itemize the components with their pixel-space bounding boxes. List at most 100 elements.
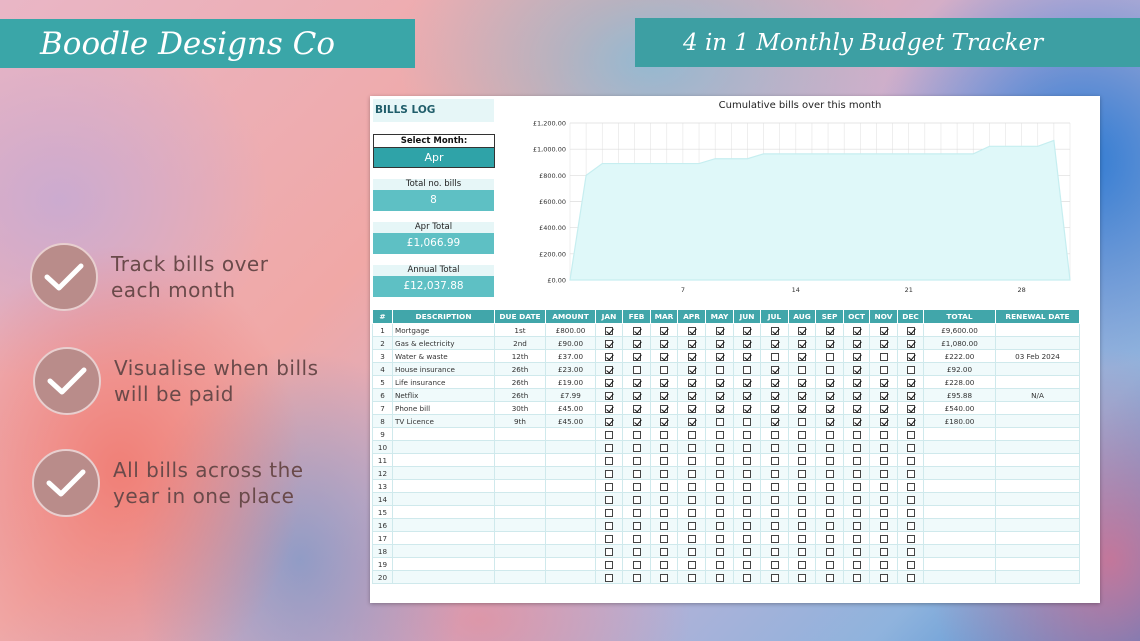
paid-checkbox[interactable] — [798, 443, 806, 452]
paid-checkbox[interactable] — [632, 443, 641, 452]
paid-checkbox[interactable] — [605, 326, 613, 335]
paid-checkbox[interactable] — [743, 326, 751, 335]
paid-checkbox[interactable] — [605, 417, 613, 426]
due-date-cell[interactable] — [494, 479, 546, 493]
paid-checkbox[interactable] — [770, 404, 779, 413]
paid-checkbox[interactable] — [743, 560, 751, 569]
paid-checkbox[interactable] — [632, 456, 641, 465]
amount-cell[interactable] — [545, 453, 596, 467]
paid-checkbox[interactable] — [879, 339, 888, 348]
paid-checkbox[interactable] — [906, 378, 915, 387]
paid-checkbox[interactable] — [770, 547, 779, 556]
paid-checkbox[interactable] — [906, 547, 915, 556]
paid-checkbox[interactable] — [906, 352, 915, 361]
amount-cell[interactable]: £37.00 — [545, 349, 596, 363]
paid-checkbox[interactable] — [743, 391, 751, 400]
paid-checkbox[interactable] — [743, 404, 751, 413]
paid-checkbox[interactable] — [852, 326, 861, 335]
paid-checkbox[interactable] — [632, 417, 641, 426]
paid-checkbox[interactable] — [743, 443, 751, 452]
paid-checkbox[interactable] — [743, 456, 751, 465]
paid-checkbox[interactable] — [852, 508, 861, 517]
paid-checkbox[interactable] — [879, 469, 888, 478]
paid-checkbox[interactable] — [743, 378, 751, 387]
paid-checkbox[interactable] — [879, 417, 888, 426]
paid-checkbox[interactable] — [798, 521, 806, 530]
due-date-cell[interactable] — [494, 492, 546, 506]
due-date-cell[interactable]: 1st — [494, 323, 546, 337]
paid-checkbox[interactable] — [906, 495, 915, 504]
amount-cell[interactable] — [545, 427, 596, 441]
paid-checkbox[interactable] — [715, 469, 724, 478]
paid-checkbox[interactable] — [743, 495, 751, 504]
amount-cell[interactable] — [545, 518, 596, 532]
paid-checkbox[interactable] — [687, 443, 696, 452]
amount-cell[interactable] — [545, 466, 596, 480]
renewal-date-cell[interactable]: N/A — [995, 388, 1080, 402]
paid-checkbox[interactable] — [660, 339, 668, 348]
paid-checkbox[interactable] — [825, 339, 834, 348]
paid-checkbox[interactable] — [715, 547, 724, 556]
description-cell[interactable] — [392, 492, 495, 506]
paid-checkbox[interactable] — [632, 378, 641, 387]
due-date-cell[interactable] — [494, 570, 546, 584]
paid-checkbox[interactable] — [715, 365, 724, 374]
paid-checkbox[interactable] — [660, 365, 668, 374]
due-date-cell[interactable] — [494, 518, 546, 532]
paid-checkbox[interactable] — [852, 534, 861, 543]
description-cell[interactable] — [392, 453, 495, 467]
description-cell[interactable]: House insurance — [392, 362, 495, 376]
paid-checkbox[interactable] — [879, 378, 888, 387]
paid-checkbox[interactable] — [743, 417, 751, 426]
due-date-cell[interactable] — [494, 453, 546, 467]
paid-checkbox[interactable] — [798, 482, 806, 491]
due-date-cell[interactable] — [494, 440, 546, 454]
paid-checkbox[interactable] — [660, 508, 668, 517]
renewal-date-cell[interactable] — [995, 336, 1080, 350]
paid-checkbox[interactable] — [605, 365, 613, 374]
paid-checkbox[interactable] — [770, 521, 779, 530]
paid-checkbox[interactable] — [743, 521, 751, 530]
paid-checkbox[interactable] — [798, 417, 806, 426]
paid-checkbox[interactable] — [687, 469, 696, 478]
paid-checkbox[interactable] — [879, 482, 888, 491]
paid-checkbox[interactable] — [825, 404, 834, 413]
paid-checkbox[interactable] — [906, 430, 915, 439]
paid-checkbox[interactable] — [852, 378, 861, 387]
paid-checkbox[interactable] — [825, 482, 834, 491]
paid-checkbox[interactable] — [687, 417, 696, 426]
paid-checkbox[interactable] — [770, 469, 779, 478]
paid-checkbox[interactable] — [632, 573, 641, 582]
paid-checkbox[interactable] — [632, 404, 641, 413]
renewal-date-cell[interactable] — [995, 323, 1080, 337]
paid-checkbox[interactable] — [715, 326, 724, 335]
description-cell[interactable]: Gas & electricity — [392, 336, 495, 350]
amount-cell[interactable]: £800.00 — [545, 323, 596, 337]
paid-checkbox[interactable] — [798, 378, 806, 387]
paid-checkbox[interactable] — [770, 573, 779, 582]
paid-checkbox[interactable] — [852, 443, 861, 452]
paid-checkbox[interactable] — [770, 430, 779, 439]
renewal-date-cell[interactable] — [995, 401, 1080, 415]
paid-checkbox[interactable] — [605, 378, 613, 387]
paid-checkbox[interactable] — [687, 573, 696, 582]
due-date-cell[interactable] — [494, 466, 546, 480]
paid-checkbox[interactable] — [632, 391, 641, 400]
paid-checkbox[interactable] — [825, 443, 834, 452]
description-cell[interactable]: TV Licence — [392, 414, 495, 428]
paid-checkbox[interactable] — [660, 417, 668, 426]
paid-checkbox[interactable] — [852, 495, 861, 504]
paid-checkbox[interactable] — [770, 456, 779, 465]
due-date-cell[interactable]: 26th — [494, 375, 546, 389]
paid-checkbox[interactable] — [906, 560, 915, 569]
renewal-date-cell[interactable] — [995, 440, 1080, 454]
description-cell[interactable]: Phone bill — [392, 401, 495, 415]
paid-checkbox[interactable] — [825, 378, 834, 387]
description-cell[interactable] — [392, 505, 495, 519]
paid-checkbox[interactable] — [687, 495, 696, 504]
paid-checkbox[interactable] — [660, 391, 668, 400]
paid-checkbox[interactable] — [906, 417, 915, 426]
paid-checkbox[interactable] — [906, 339, 915, 348]
paid-checkbox[interactable] — [770, 339, 779, 348]
renewal-date-cell[interactable] — [995, 466, 1080, 480]
